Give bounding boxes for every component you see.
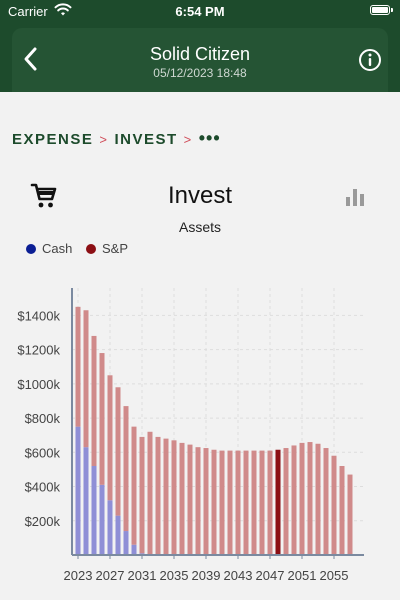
bar-sp — [211, 449, 217, 555]
breadcrumb-separator: > — [99, 132, 109, 147]
legend-swatch-cash — [26, 244, 36, 254]
battery-icon — [370, 5, 393, 15]
bar-sp — [155, 436, 161, 555]
legend-label-cash: Cash — [42, 241, 73, 256]
y-tick-label: $400k — [25, 480, 61, 495]
bar-sp — [203, 448, 209, 555]
bar-sp — [315, 443, 321, 555]
bar-sp — [131, 426, 137, 545]
bar-sp — [339, 466, 345, 555]
bar-sp — [139, 436, 145, 554]
back-chevron-icon[interactable] — [18, 46, 44, 72]
bar-cash — [75, 426, 81, 555]
bar-sp — [275, 449, 281, 555]
bar-cash — [123, 531, 129, 555]
bar-sp — [251, 450, 257, 555]
bar-sp — [219, 450, 225, 555]
bar-sp — [259, 450, 265, 555]
x-tick-label: 2039 — [192, 568, 221, 583]
bar-sp — [107, 375, 113, 501]
bar-sp — [187, 444, 193, 555]
legend-item-sp: S&P — [85, 241, 128, 256]
bar-sp — [75, 306, 81, 427]
y-tick-label: $1200k — [17, 343, 60, 358]
x-tick-label: 2035 — [160, 568, 189, 583]
nav-title: Solid Citizen — [149, 44, 251, 64]
breadcrumb-more-button[interactable]: ••• — [198, 128, 221, 148]
status-bar: Carrier 6:54 PM — [0, 0, 400, 22]
bar-sp — [179, 442, 185, 555]
bar-cash — [115, 515, 121, 555]
bar-sp — [291, 445, 297, 555]
bar-sp — [99, 353, 105, 485]
y-tick-label: $600k — [25, 445, 61, 460]
bar-chart-icon[interactable] — [344, 186, 366, 208]
bar-sp — [267, 450, 273, 555]
x-tick-label: 2047 — [256, 568, 285, 583]
y-tick-label: $1400k — [17, 308, 60, 323]
assets-bar-chart: $200k $400k $600k $800k $1000k $1200k $1400k 20… — [17, 288, 364, 583]
x-tick-label: 2051 — [288, 568, 317, 583]
y-tick-label: $200k — [25, 514, 61, 529]
bar-sp — [283, 448, 289, 555]
x-tick-label: 2031 — [128, 568, 157, 583]
bar-sp — [195, 447, 201, 555]
y-tick-label: $1000k — [17, 377, 60, 392]
nav-subtitle: 05/12/2023 18:48 — [153, 66, 247, 80]
bar-sp — [299, 442, 305, 555]
info-icon[interactable] — [358, 48, 382, 72]
breadcrumb: EXPENSE > INVEST > ••• — [12, 128, 221, 149]
bar-cash — [99, 484, 105, 555]
bar-sp — [227, 450, 233, 555]
y-tick-label: $800k — [25, 411, 61, 426]
carrier-label: Carrier — [8, 4, 48, 19]
bar-sp — [83, 310, 89, 448]
x-tick-label: 2043 — [224, 568, 253, 583]
bar-cash — [107, 500, 113, 555]
legend: Cash S&P — [26, 241, 138, 256]
bar-sp — [123, 406, 129, 532]
bar-sp — [243, 450, 249, 555]
shopping-cart-icon — [30, 183, 57, 208]
bar-sp — [171, 440, 177, 555]
bar-cash — [83, 447, 89, 555]
status-time: 6:54 PM — [175, 4, 225, 19]
bar-sp — [163, 438, 169, 555]
breadcrumb-invest[interactable]: INVEST — [114, 131, 178, 148]
x-tick-label: 2027 — [96, 568, 125, 583]
bar-sp — [307, 442, 313, 555]
x-tick-label: 2055 — [320, 568, 349, 583]
x-tick-label: 2023 — [64, 568, 93, 583]
chart-title: Invest — [167, 182, 233, 209]
bar-sp — [323, 448, 329, 555]
bar-sp — [115, 387, 121, 516]
bar-sp — [91, 335, 97, 466]
legend-item-cash: Cash — [26, 241, 72, 256]
bar-sp — [331, 455, 337, 555]
legend-swatch-sp — [85, 244, 96, 254]
breadcrumb-separator: > — [183, 132, 193, 147]
bar-sp — [347, 474, 353, 555]
bar-sp — [235, 450, 241, 555]
nav-bar: Solid Citizen 05/12/2023 18:48 — [0, 22, 400, 92]
breadcrumb-expense[interactable]: EXPENSE — [12, 131, 94, 148]
bar-sp — [147, 431, 153, 555]
legend-label-sp: S&P — [101, 241, 128, 256]
wifi-icon — [54, 3, 72, 16]
bar-cash — [91, 466, 97, 555]
bar-cash — [131, 544, 137, 555]
chart-subtitle: Assets — [178, 219, 221, 235]
